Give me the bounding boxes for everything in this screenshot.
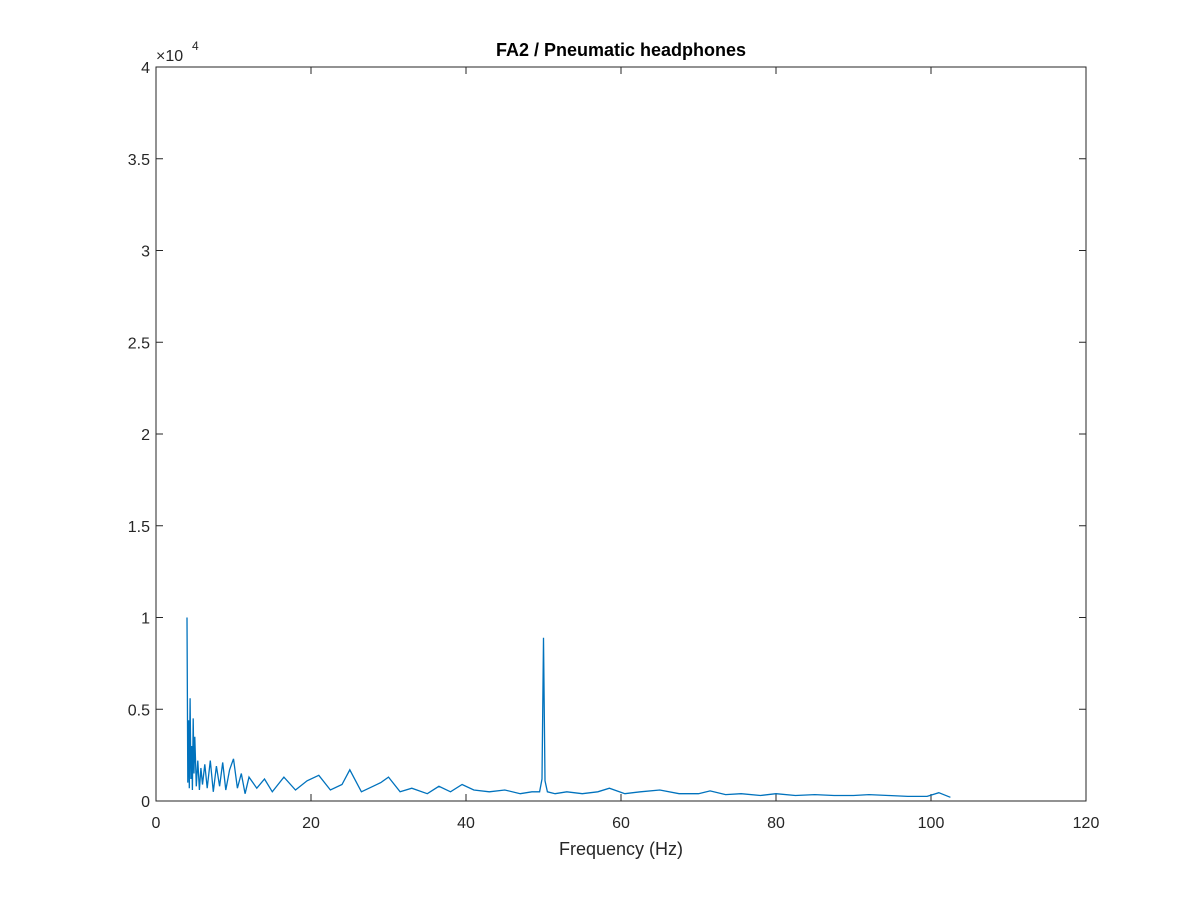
plot-area <box>155 66 1087 802</box>
y-axis: 0 0.5 1 1.5 2 2.5 3 3.5 4 <box>128 60 1086 811</box>
x-tick-label: 100 <box>918 815 945 832</box>
y-multiplier-exponent: 4 <box>192 39 199 53</box>
x-axis: 0 20 40 60 80 100 120 <box>152 67 1100 832</box>
x-tick-label: 60 <box>612 815 630 832</box>
y-multiplier: ×10 4 <box>156 39 199 65</box>
x-tick-label: 20 <box>302 815 320 832</box>
series-line-0 <box>186 617 951 798</box>
y-tick-label: 3.5 <box>128 152 150 169</box>
plot-frame <box>155 66 1087 802</box>
y-tick-label: 0 <box>141 794 150 811</box>
y-tick-label: 2.5 <box>128 335 150 352</box>
x-tick-label: 40 <box>457 815 475 832</box>
y-multiplier-base: ×10 <box>156 48 183 65</box>
y-tick-label: 3 <box>141 244 150 261</box>
y-tick-label: 1 <box>141 611 150 628</box>
y-tick-label: 4 <box>141 60 150 77</box>
series-group <box>186 617 951 798</box>
y-tick-label: 2 <box>141 427 150 444</box>
x-tick-label: 120 <box>1073 815 1100 832</box>
y-tick-label: 1.5 <box>128 519 150 536</box>
y-tick-label: 0.5 <box>128 702 150 719</box>
x-axis-label: Frequency (Hz) <box>559 839 683 859</box>
x-tick-label: 80 <box>767 815 785 832</box>
chart-title: FA2 / Pneumatic headphones <box>496 40 746 60</box>
x-tick-label: 0 <box>152 815 161 832</box>
